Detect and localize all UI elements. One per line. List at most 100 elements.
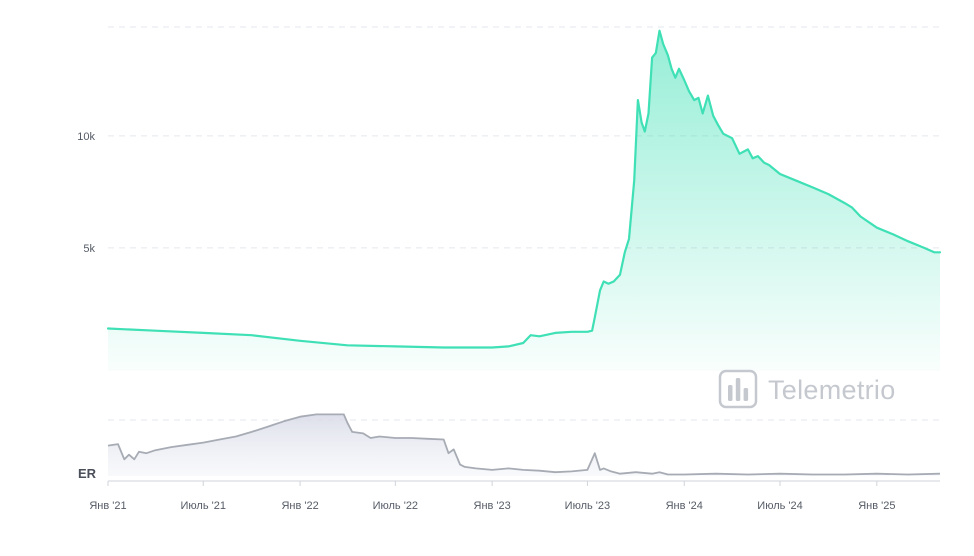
main-data-point[interactable] [731,137,734,140]
er-data-point[interactable] [634,471,637,474]
er-data-point[interactable] [474,467,477,470]
main-data-point[interactable] [442,346,445,349]
main-data-point[interactable] [636,99,639,102]
er-data-point[interactable] [507,467,510,470]
er-data-point[interactable] [747,473,750,476]
er-data-point[interactable] [186,443,189,446]
main-data-point[interactable] [662,43,665,46]
er-data-point[interactable] [538,469,541,472]
er-data-point[interactable] [619,472,622,475]
er-data-point[interactable] [442,438,445,441]
er-data-point[interactable] [570,470,573,473]
main-data-point[interactable] [875,226,878,229]
er-data-point[interactable] [779,472,782,475]
main-data-point[interactable] [722,132,725,135]
er-data-point[interactable] [394,437,397,440]
main-data-point[interactable] [602,280,605,283]
er-data-point[interactable] [907,473,910,476]
main-data-point[interactable] [712,114,715,117]
er-data-point[interactable] [522,469,525,472]
main-data-point[interactable] [654,52,657,55]
er-data-point[interactable] [658,471,661,474]
er-data-point[interactable] [330,413,333,416]
main-data-point[interactable] [716,123,719,126]
main-data-point[interactable] [529,334,532,337]
er-data-point[interactable] [250,431,253,434]
er-data-point[interactable] [459,463,462,466]
main-data-point[interactable] [751,157,754,160]
main-data-point[interactable] [923,246,926,249]
er-data-point[interactable] [491,469,494,472]
main-data-point[interactable] [612,280,615,283]
er-data-point[interactable] [410,437,413,440]
main-data-point[interactable] [738,152,741,155]
main-data-point[interactable] [591,329,594,332]
main-data-point[interactable] [394,345,397,348]
er-data-point[interactable] [876,472,879,475]
er-data-point[interactable] [342,413,345,416]
main-data-point[interactable] [618,273,621,276]
er-data-point[interactable] [315,413,318,416]
er-data-point[interactable] [667,473,670,476]
er-data-point[interactable] [939,472,942,475]
main-data-point[interactable] [640,121,643,124]
main-data-point[interactable] [658,29,661,32]
main-data-point[interactable] [827,193,830,196]
main-data-point[interactable] [607,282,610,285]
er-data-point[interactable] [427,437,430,440]
er-data-point[interactable] [593,452,596,455]
main-data-point[interactable] [843,202,846,205]
er-data-point[interactable] [145,452,148,455]
er-data-point[interactable] [128,453,131,456]
er-data-point[interactable] [714,472,717,475]
main-data-point[interactable] [756,155,759,158]
er-data-point[interactable] [202,441,205,444]
er-data-point[interactable] [452,448,455,451]
main-data-point[interactable] [795,179,798,182]
main-data-point[interactable] [697,96,700,99]
er-data-point[interactable] [811,473,814,476]
main-data-point[interactable] [593,316,596,319]
er-data-point[interactable] [463,466,466,469]
main-data-point[interactable] [154,329,157,332]
main-data-point[interactable] [554,331,557,334]
er-data-point[interactable] [235,435,238,438]
main-data-point[interactable] [933,251,936,254]
main-data-point[interactable] [627,237,630,240]
er-data-point[interactable] [599,469,602,472]
main-data-point[interactable] [623,251,626,254]
er-data-point[interactable] [138,450,141,453]
er-data-point[interactable] [602,467,605,470]
er-data-point[interactable] [170,446,173,449]
main-data-point[interactable] [693,99,696,102]
main-data-point[interactable] [491,346,494,349]
er-series-line[interactable] [107,413,941,476]
er-data-point[interactable] [651,472,654,475]
er-data-point[interactable] [133,458,136,461]
main-data-point[interactable] [250,334,253,337]
er-data-point[interactable] [218,438,221,441]
main-data-point[interactable] [674,76,677,79]
main-data-point[interactable] [202,331,205,334]
main-data-point[interactable] [633,179,636,182]
main-data-point[interactable] [778,172,781,175]
main-series-line[interactable] [106,29,942,349]
er-data-point[interactable] [107,444,110,447]
er-data-point[interactable] [299,415,302,418]
er-data-point[interactable] [282,420,285,423]
main-data-point[interactable] [811,186,814,189]
er-data-point[interactable] [378,435,381,438]
main-data-point[interactable] [859,215,862,218]
main-data-point[interactable] [299,339,302,342]
main-data-point[interactable] [763,161,766,164]
er-data-point[interactable] [447,452,450,455]
main-data-point[interactable] [938,251,941,254]
main-data-point[interactable] [851,206,854,209]
main-data-point[interactable] [106,327,109,330]
main-data-point[interactable] [677,67,680,70]
er-data-point[interactable] [267,425,270,428]
main-data-point[interactable] [586,330,589,333]
main-data-point[interactable] [346,344,349,347]
er-data-point[interactable] [554,471,557,474]
main-data-point[interactable] [666,54,669,57]
